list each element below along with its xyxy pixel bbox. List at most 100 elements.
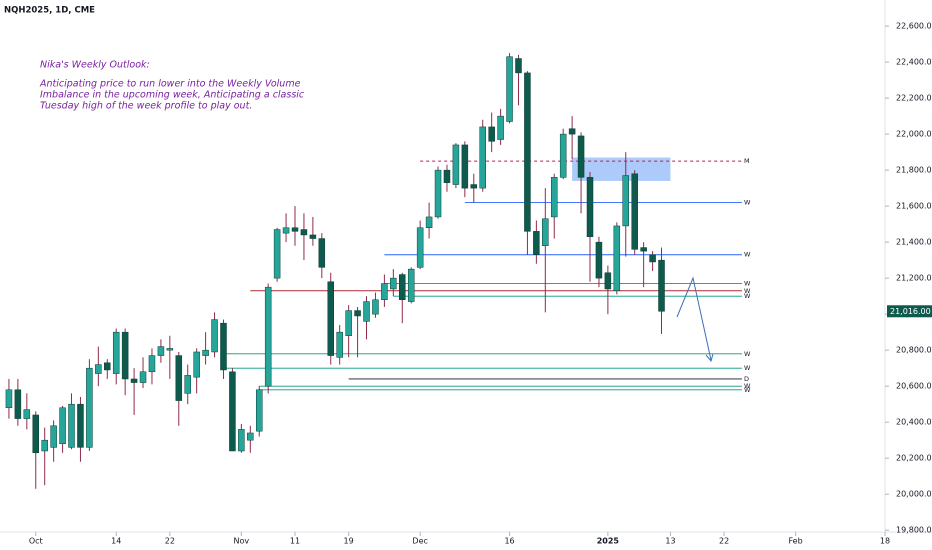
candle-body [363, 301, 370, 322]
candle-body [443, 169, 451, 183]
candle-body [255, 389, 263, 432]
candle-body [658, 259, 665, 312]
imbalance-zone [572, 157, 671, 181]
candle-body [327, 281, 335, 356]
candle-body [649, 254, 656, 263]
candle-body [390, 277, 397, 290]
candle-body [14, 389, 22, 419]
candle-body [309, 234, 317, 239]
candle-body [300, 229, 308, 236]
candle-body [220, 322, 227, 371]
x-tick-label: 11 [290, 537, 300, 546]
level-label: W [744, 251, 751, 259]
candle-body [59, 407, 66, 445]
level-label: W [744, 364, 751, 372]
candle-body [640, 247, 647, 252]
candle-body [202, 349, 209, 356]
candle-body [32, 414, 40, 454]
candle-body [488, 126, 495, 142]
arrow-head [705, 353, 714, 363]
candle-body [577, 135, 585, 178]
candle-body [50, 425, 57, 448]
y-tick-label: 20,000.00 [896, 490, 932, 499]
level-label: D [744, 375, 749, 383]
y-tick-label: 20,600.00 [896, 382, 932, 391]
candle-body [381, 283, 388, 301]
candle-body [104, 362, 111, 371]
candle-body [399, 274, 406, 301]
candle-body [193, 351, 200, 378]
candle-body [568, 128, 576, 135]
candle-body [5, 389, 13, 409]
candle-body [336, 331, 343, 358]
x-tick-label: 19 [344, 537, 354, 546]
candle-body [148, 355, 156, 373]
candle-body [497, 115, 504, 140]
level-label: W [744, 280, 751, 288]
projection-arrow [676, 276, 712, 361]
annotation-line: Tuesday high of the week profile to play… [40, 101, 252, 112]
candle-body [86, 367, 93, 448]
candle-body [613, 225, 621, 292]
last-price-box [887, 305, 932, 318]
candle-body [318, 238, 326, 268]
level-label: W [744, 386, 751, 394]
annotation-heading: Nika's Weekly Outlook: [40, 60, 150, 71]
candle-body [416, 227, 424, 268]
candle-body [533, 231, 540, 255]
candle-body [95, 364, 102, 374]
candle-body [130, 378, 138, 383]
candle-body [452, 144, 460, 185]
candle-body [345, 310, 352, 337]
level-label: W [744, 382, 751, 390]
candle-body [550, 177, 558, 218]
candle-body [291, 227, 299, 232]
y-tick-label: 22,000.00 [896, 130, 932, 139]
x-tick-label: 14 [111, 537, 121, 546]
candle-body [524, 72, 531, 232]
candle-body [542, 218, 549, 246]
candle-body [166, 348, 174, 351]
candle-body [407, 268, 415, 302]
candle-body [184, 375, 191, 394]
annotation-line: Anticipating price to run lower into the… [39, 79, 301, 90]
y-tick-label: 22,200.00 [896, 94, 932, 103]
candle-body [112, 331, 120, 374]
level-label: W [744, 287, 751, 295]
candle-body [425, 216, 433, 228]
candle-body [434, 169, 442, 218]
x-tick-label: 18 [880, 537, 890, 546]
candle-body [211, 319, 218, 353]
y-tick-label: 19,800.00 [896, 526, 932, 535]
candle-body [559, 133, 567, 178]
y-tick-label: 20,200.00 [896, 454, 932, 463]
level-label: W [744, 350, 751, 358]
level-label: W [744, 199, 751, 207]
candle-body [604, 272, 612, 290]
candle-body [77, 403, 84, 448]
x-tick-label: Dec [412, 537, 427, 546]
candle-body [264, 286, 272, 387]
x-tick-label: 22 [719, 537, 729, 546]
candle-body [506, 56, 513, 122]
candle-body [175, 355, 183, 401]
y-tick-label: 21,400.00 [896, 238, 932, 247]
candle-body [121, 331, 129, 380]
candle-body [41, 439, 48, 452]
candle-body [595, 241, 603, 279]
candle-body [631, 173, 638, 250]
y-tick-label: 22,400.00 [896, 58, 932, 67]
candle-body [23, 409, 31, 419]
level-label: M [744, 157, 750, 165]
chart-title: NQH2025, 1D, CME [4, 6, 95, 16]
candle-body [282, 227, 290, 234]
x-tick-label: Nov [234, 537, 250, 546]
x-tick-label: Oct [29, 537, 43, 546]
y-tick-label: 21,800.00 [896, 166, 932, 175]
y-tick-label: 20,800.00 [896, 346, 932, 355]
candle-body [515, 58, 522, 74]
x-tick-label: 2025 [597, 537, 620, 546]
